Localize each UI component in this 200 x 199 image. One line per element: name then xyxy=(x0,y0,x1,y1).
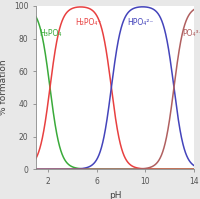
Text: HPO₄²⁻: HPO₄²⁻ xyxy=(127,18,154,27)
Text: H₂PO₄⁻: H₂PO₄⁻ xyxy=(75,18,101,27)
X-axis label: pH: pH xyxy=(109,191,121,199)
Text: PO₄³⁻: PO₄³⁻ xyxy=(182,29,200,38)
Text: H₃PO₄: H₃PO₄ xyxy=(40,29,62,38)
Y-axis label: % formation: % formation xyxy=(0,60,8,115)
